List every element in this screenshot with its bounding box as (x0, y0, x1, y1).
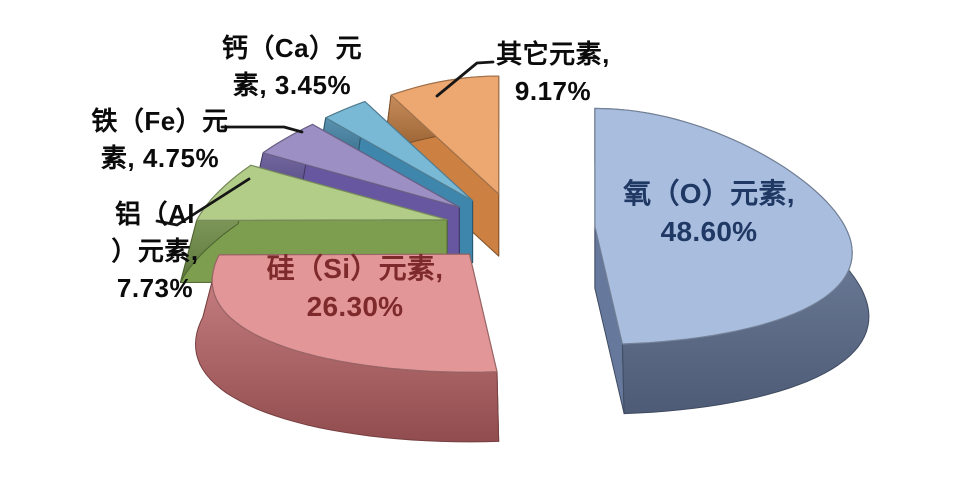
label-oxygen-line2: 48.60% (660, 216, 758, 247)
label-other-line2: 9.17% (514, 76, 592, 106)
pie-slice-oxygen (594, 107, 870, 415)
label-oxygen: 氧（O）元素, 48.60% (623, 175, 795, 251)
label-aluminum-line2: ）元素, (111, 236, 199, 266)
pie-slice-iron-top (262, 123, 460, 208)
pie-slice-other-top (390, 75, 500, 195)
label-aluminum-line3: 7.73% (116, 273, 194, 303)
label-aluminum-line1: 铝（Al (114, 199, 196, 229)
label-silicon: 硅（Si）元素, 26.30% (267, 250, 444, 326)
label-silicon-line2: 26.30% (306, 291, 404, 322)
leader-line-iron (220, 125, 304, 134)
pie-slice-calcium-top (325, 101, 474, 202)
pie-slice-oxygen-top (594, 107, 853, 345)
pie-slice-aluminum-top (196, 164, 448, 221)
label-calcium-line1: 钙（Ca）元 (221, 33, 363, 63)
label-silicon-line1: 硅（Si）元素, (266, 253, 444, 284)
leader-lines (155, 60, 495, 227)
label-other: 其它元素, 9.17% (496, 36, 610, 110)
pie-slice-silicon-top (211, 253, 498, 373)
label-calcium-line2: 素, 3.45% (232, 70, 352, 100)
leader-line-other (435, 60, 495, 98)
label-iron-line1: 铁（Fe）元 (91, 106, 229, 136)
label-aluminum: 铝（Al ）元素, 7.73% (111, 196, 198, 307)
label-calcium: 钙（Ca）元 素, 3.45% (222, 30, 362, 104)
leader-line-aluminum (155, 177, 251, 227)
label-iron: 铁（Fe）元 素, 4.75% (91, 103, 228, 177)
pie-slice-silicon (195, 253, 500, 443)
label-iron-line2: 素, 4.75% (100, 143, 220, 173)
label-oxygen-line1: 氧（O）元素, (623, 178, 795, 209)
label-other-line1: 其它元素, (496, 39, 610, 69)
